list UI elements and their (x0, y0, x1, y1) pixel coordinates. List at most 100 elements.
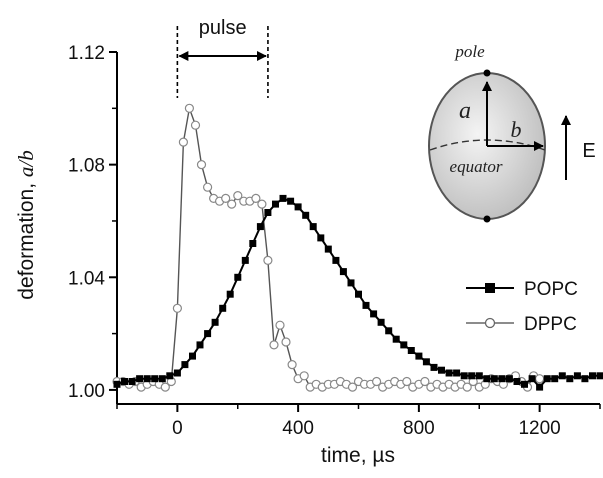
data-point-popc (339, 268, 347, 276)
data-point-popc (128, 378, 136, 385)
ticks-layer: 0 400 800 1200 1.00 1.04 1.08 1.12 (68, 43, 601, 439)
data-point-dppc (196, 160, 207, 170)
data-point-dppc (190, 120, 201, 130)
y-tick-label: 1.08 (68, 156, 105, 177)
data-point-dppc (233, 191, 243, 201)
data-point-dppc (420, 376, 430, 387)
field-label: E (582, 140, 595, 162)
data-point-popc (294, 203, 302, 211)
data-point-popc (211, 318, 219, 326)
data-point-dppc (160, 382, 170, 392)
pulse-label: pulse (199, 17, 247, 39)
legend-popc-marker (485, 283, 495, 293)
data-point-popc (332, 256, 340, 264)
data-point-popc (370, 310, 378, 318)
data-point-popc (453, 369, 461, 377)
data-point-popc (256, 223, 264, 231)
data-point-dppc (347, 382, 358, 392)
legend-dppc-label: DPPC (524, 314, 577, 335)
data-point-popc (309, 223, 317, 231)
data-point-popc (158, 375, 166, 383)
data-point-popc (234, 273, 242, 281)
data-point-popc (596, 372, 603, 380)
data-point-popc (121, 378, 128, 385)
data-point-popc (581, 375, 589, 383)
data-point-popc (377, 318, 385, 326)
x-axis-title: time, µs (321, 444, 395, 467)
b-label: b (511, 117, 522, 142)
data-point-popc (589, 372, 596, 380)
y-tick-label: 1.00 (68, 381, 105, 402)
data-point-popc (551, 375, 559, 383)
data-point-popc (362, 301, 370, 309)
legend: POPC DPPC (466, 279, 578, 335)
data-point-popc (468, 372, 476, 380)
data-point-popc (566, 375, 574, 383)
vesicle-inset: pole a b equator E (428, 42, 596, 223)
pole-label: pole (454, 42, 485, 61)
series-layer (112, 103, 603, 392)
data-point-popc (445, 369, 453, 377)
x-tick-label: 1200 (518, 418, 560, 439)
pulse-annotation: pulse (176, 17, 269, 98)
data-point-popc (226, 290, 234, 298)
data-point-dppc (221, 193, 231, 203)
equator-label: equator (450, 157, 503, 176)
data-point-dppc (251, 193, 261, 203)
y-tick-label: 1.12 (68, 43, 105, 64)
data-point-popc (272, 200, 279, 208)
data-point-popc (536, 383, 544, 391)
data-point-popc (136, 375, 144, 383)
y-axis-title: deformation, a/b (14, 150, 38, 299)
data-point-popc (558, 372, 566, 380)
data-point-dppc (263, 255, 273, 265)
data-point-popc (347, 279, 355, 287)
data-point-popc (385, 327, 393, 335)
data-point-dppc (372, 376, 382, 387)
data-point-popc (173, 369, 181, 377)
data-point-popc (196, 341, 204, 349)
data-point-popc (355, 290, 362, 298)
legend-entry-dppc: DPPC (466, 314, 577, 335)
legend-popc-label: POPC (524, 279, 578, 300)
data-point-popc (543, 375, 551, 383)
legend-entry-popc: POPC (466, 279, 578, 300)
data-point-popc (287, 197, 295, 205)
a-label: a (459, 98, 471, 124)
data-point-popc (505, 375, 513, 383)
y-tick-label: 1.04 (68, 268, 105, 289)
data-point-popc (241, 256, 249, 264)
data-point-popc (573, 372, 581, 380)
pole-bottom-dot (483, 215, 491, 223)
data-point-dppc (462, 382, 472, 392)
data-point-popc (438, 366, 445, 374)
data-point-popc (264, 209, 272, 216)
data-point-popc (415, 352, 423, 360)
data-point-dppc (287, 360, 297, 370)
data-point-popc (422, 358, 430, 366)
data-point-popc (528, 375, 536, 383)
series-popc (113, 194, 603, 391)
data-point-popc (475, 372, 483, 380)
data-point-popc (392, 335, 400, 343)
data-point-popc (521, 380, 528, 388)
data-point-popc (483, 375, 491, 383)
data-point-popc (407, 347, 415, 354)
data-point-popc (189, 352, 196, 360)
legend-dppc-marker (484, 317, 496, 329)
data-point-dppc (269, 340, 279, 350)
data-point-popc (249, 240, 257, 247)
data-point-dppc (257, 199, 267, 209)
data-point-popc (166, 372, 174, 380)
data-point-dppc (184, 103, 194, 113)
data-point-popc (317, 234, 325, 242)
data-point-dppc (281, 337, 291, 347)
data-point-popc (430, 363, 438, 371)
data-point-popc (324, 245, 332, 253)
data-point-popc (181, 361, 189, 369)
data-point-dppc (227, 199, 237, 209)
data-point-dppc (402, 376, 412, 387)
data-point-popc (302, 211, 310, 219)
data-point-dppc (275, 320, 285, 330)
